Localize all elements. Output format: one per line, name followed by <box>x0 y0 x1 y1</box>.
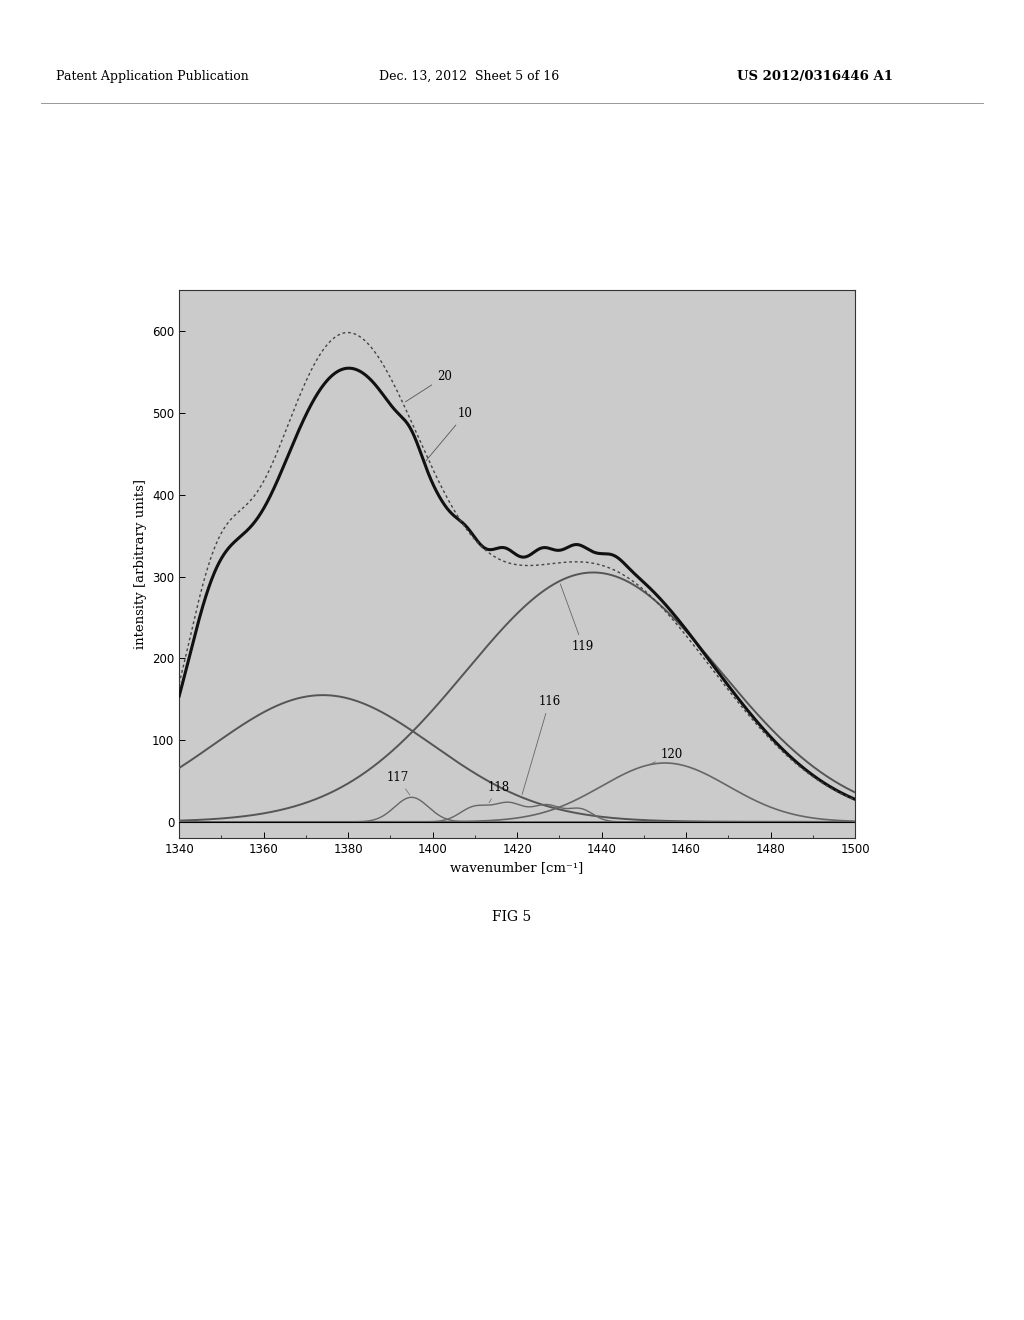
X-axis label: wavenumber [cm⁻¹]: wavenumber [cm⁻¹] <box>451 862 584 875</box>
Text: Dec. 13, 2012  Sheet 5 of 16: Dec. 13, 2012 Sheet 5 of 16 <box>379 70 559 83</box>
Text: 116: 116 <box>522 694 560 795</box>
Text: 10: 10 <box>426 407 473 461</box>
Text: 119: 119 <box>560 583 594 653</box>
Text: Patent Application Publication: Patent Application Publication <box>56 70 249 83</box>
Text: 118: 118 <box>487 780 510 803</box>
Y-axis label: intensity [arbitrary units]: intensity [arbitrary units] <box>133 479 146 649</box>
Text: 117: 117 <box>386 771 410 795</box>
Text: 120: 120 <box>650 748 683 764</box>
Text: 20: 20 <box>406 371 452 401</box>
Text: US 2012/0316446 A1: US 2012/0316446 A1 <box>737 70 893 83</box>
Text: FIG 5: FIG 5 <box>493 911 531 924</box>
